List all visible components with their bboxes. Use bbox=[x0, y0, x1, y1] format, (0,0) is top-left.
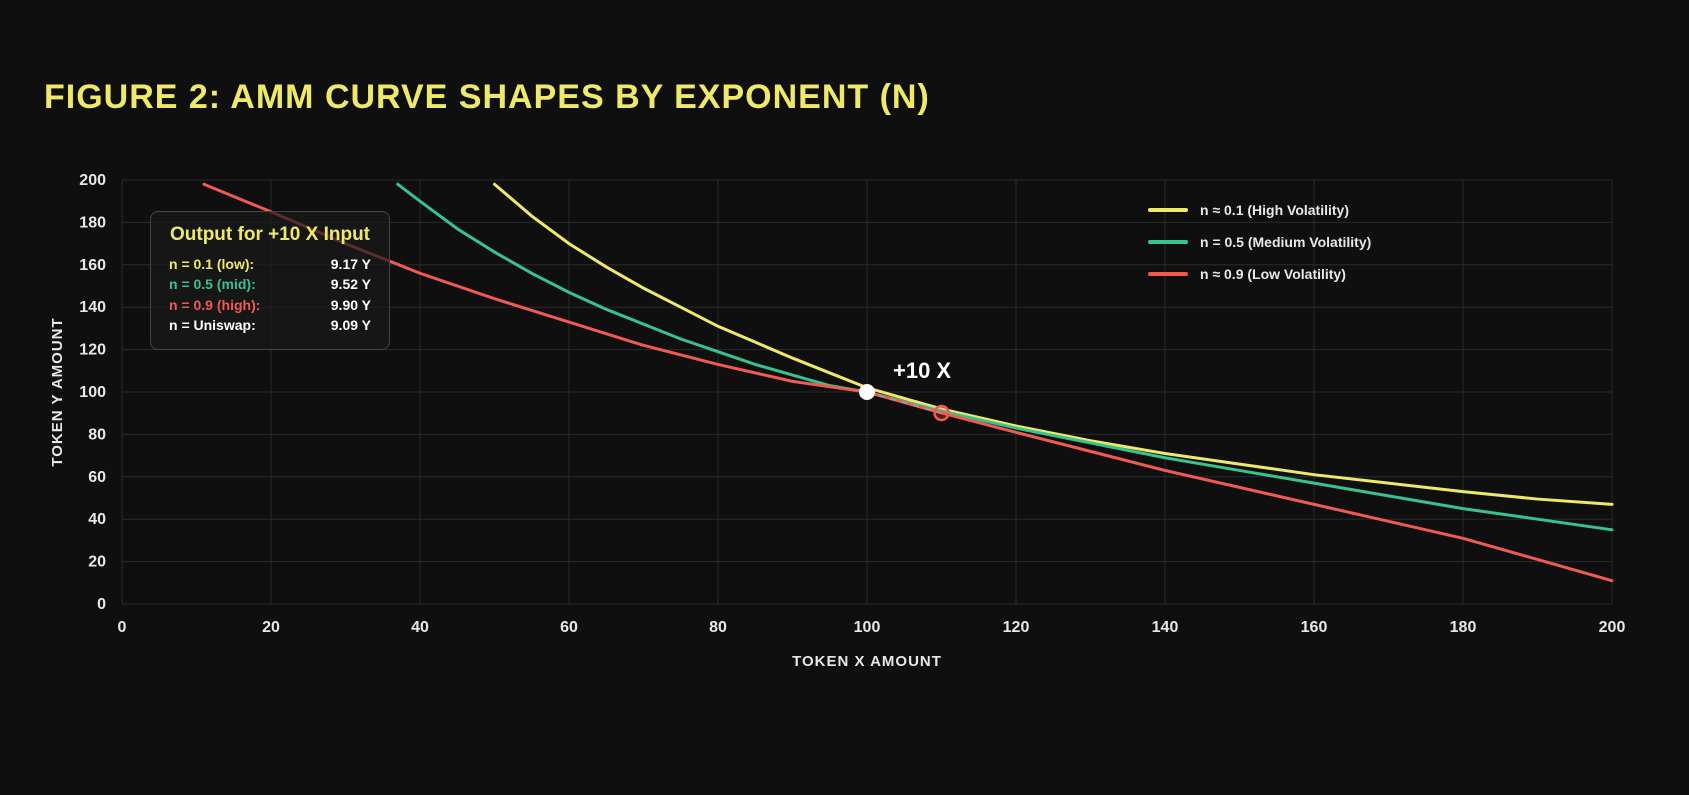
x-axis-label: TOKEN X AMOUNT bbox=[792, 653, 942, 670]
y-tick-label: 120 bbox=[79, 342, 106, 359]
series-n05 bbox=[398, 184, 1612, 530]
info-row: n = Uniswap: 9.09 Y bbox=[169, 315, 371, 335]
x-tick-label: 80 bbox=[709, 619, 727, 636]
legend-label: n = 0.5 (Medium Volatility) bbox=[1200, 234, 1371, 250]
info-row: n = 0.9 (high): 9.90 Y bbox=[169, 295, 371, 315]
y-tick-label: 20 bbox=[88, 554, 106, 571]
info-row-value: 9.17 Y bbox=[331, 254, 371, 274]
legend-label: n ≈ 0.1 (High Volatility) bbox=[1200, 202, 1349, 218]
y-tick-label: 80 bbox=[88, 426, 106, 443]
legend-item: n ≈ 0.1 (High Volatility) bbox=[1148, 202, 1371, 218]
x-tick-label: 200 bbox=[1599, 619, 1626, 636]
y-tick-label: 140 bbox=[79, 299, 106, 316]
legend-label: n ≈ 0.9 (Low Volatility) bbox=[1200, 266, 1346, 282]
y-tick-label: 100 bbox=[79, 384, 106, 401]
start-point-marker bbox=[860, 385, 874, 399]
y-tick-label: 60 bbox=[88, 469, 106, 486]
x-tick-label: 20 bbox=[262, 619, 280, 636]
y-tick-label: 0 bbox=[97, 596, 106, 613]
info-row-value: 9.09 Y bbox=[331, 315, 371, 335]
x-tick-label: 180 bbox=[1450, 619, 1477, 636]
info-row: n = 0.5 (mid): 9.52 Y bbox=[169, 274, 371, 294]
legend-item: n = 0.5 (Medium Volatility) bbox=[1148, 234, 1371, 250]
legend-swatch bbox=[1148, 208, 1188, 212]
y-tick-label: 180 bbox=[79, 214, 106, 231]
legend-swatch bbox=[1148, 272, 1188, 276]
y-axis-label: TOKEN Y AMOUNT bbox=[49, 317, 66, 466]
info-row-label: n = Uniswap: bbox=[169, 315, 256, 335]
x-tick-label: 140 bbox=[1152, 619, 1179, 636]
end-point-marker bbox=[935, 406, 949, 420]
info-row-value: 9.90 Y bbox=[331, 295, 371, 315]
info-row-label: n = 0.1 (low): bbox=[169, 254, 254, 274]
y-tick-label: 200 bbox=[79, 172, 106, 189]
chart-container: FIGURE 2: AMM CURVE SHAPES BY EXPONENT (… bbox=[0, 0, 1689, 795]
info-row-label: n = 0.9 (high): bbox=[169, 295, 260, 315]
x-tick-label: 100 bbox=[854, 619, 881, 636]
series-n01 bbox=[495, 184, 1613, 504]
info-row-value: 9.52 Y bbox=[331, 274, 371, 294]
legend-item: n ≈ 0.9 (Low Volatility) bbox=[1148, 266, 1371, 282]
info-row-label: n = 0.5 (mid): bbox=[169, 274, 256, 294]
x-tick-label: 60 bbox=[560, 619, 578, 636]
x-tick-label: 40 bbox=[411, 619, 429, 636]
x-tick-label: 160 bbox=[1301, 619, 1328, 636]
info-box-title: Output for +10 X Input bbox=[169, 224, 371, 246]
output-info-box: Output for +10 X Input n = 0.1 (low): 9.1… bbox=[150, 211, 390, 350]
info-row: n = 0.1 (low): 9.17 Y bbox=[169, 254, 371, 274]
trade-annotation: +10 X bbox=[893, 358, 951, 383]
legend-swatch bbox=[1148, 240, 1188, 244]
y-tick-label: 40 bbox=[88, 511, 106, 528]
y-tick-label: 160 bbox=[79, 257, 106, 274]
x-tick-label: 0 bbox=[118, 619, 127, 636]
chart-legend: n ≈ 0.1 (High Volatility) n = 0.5 (Medium… bbox=[1148, 202, 1371, 282]
amm-curve-chart: 0 20 40 60 80 100 120 140 160 180 200 0 20 40 60 80 100 1… bbox=[0, 0, 1689, 795]
x-tick-label: 120 bbox=[1003, 619, 1030, 636]
